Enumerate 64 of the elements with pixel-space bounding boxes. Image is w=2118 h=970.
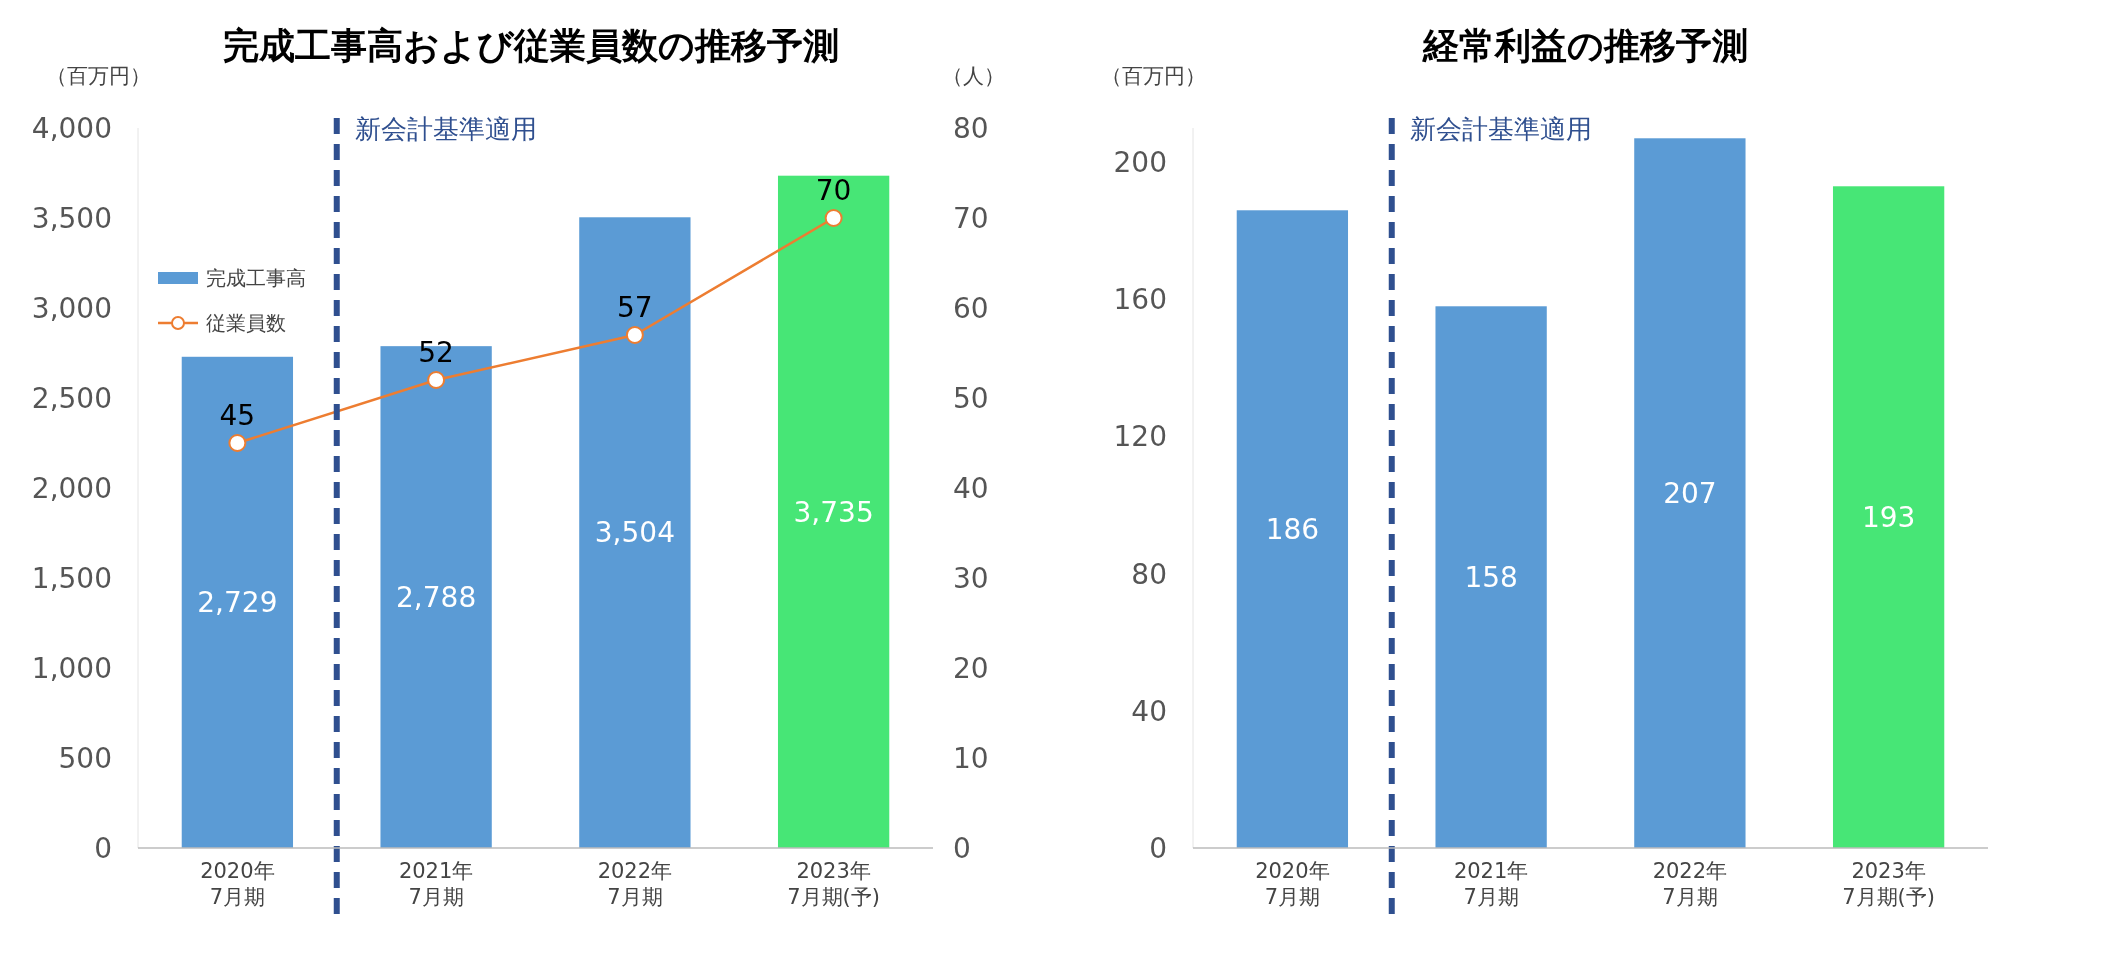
y-tick-label: 2,500 <box>31 381 112 415</box>
y-tick-label: 1,000 <box>31 651 112 685</box>
y2-tick-label: 70 <box>953 201 989 235</box>
point <box>228 434 247 452</box>
bar <box>1634 138 1746 848</box>
x-tick-label: 2020年 7月期 <box>200 859 275 909</box>
data-label: 52 <box>418 336 454 369</box>
y2-tick-label: 0 <box>953 831 971 865</box>
point <box>625 326 644 344</box>
y-tick-label: 160 <box>1113 283 1167 317</box>
y-tick-label: 2,000 <box>31 471 112 505</box>
chart-title: 経常利益の推移予測 <box>1422 25 1748 66</box>
y-tick-label: 0 <box>94 831 112 865</box>
bar <box>579 217 691 848</box>
data-label: 207 <box>1663 476 1717 510</box>
data-label: 70 <box>815 174 852 207</box>
annotation: 新会計基準適用 <box>354 114 537 144</box>
y-tick-label: 3,500 <box>31 201 112 235</box>
y-axis-title: （百万円） <box>1100 64 1206 88</box>
data-label: 2,788 <box>396 580 477 614</box>
y2-axis-title: （人） <box>941 64 1005 88</box>
y-tick-label: 500 <box>58 741 112 775</box>
x-tick-label: 2021年 7月期 <box>1453 859 1529 909</box>
y2-tick-label: 30 <box>953 561 989 595</box>
y-tick-label: 200 <box>1113 146 1167 180</box>
bar <box>181 356 294 848</box>
y-tick-label: 40 <box>1131 694 1167 728</box>
y-tick-label: 1,500 <box>31 561 112 595</box>
y2-tick-label: 40 <box>953 471 989 505</box>
data-label: 2,729 <box>197 586 278 620</box>
point <box>824 209 843 227</box>
point <box>427 371 446 389</box>
x-tick-label: 2021年 7月期 <box>398 859 474 909</box>
x-tick-label: 2022年 7月期 <box>597 859 673 909</box>
bar <box>1236 210 1349 848</box>
data-label: 3,735 <box>793 495 874 529</box>
y2-tick-label: 60 <box>953 291 989 325</box>
chart-title: 完成工事高および従業員数の推移予測 <box>222 25 839 66</box>
y-tick-label: 4,000 <box>31 111 112 145</box>
data-label: 57 <box>617 291 653 324</box>
data-label: 193 <box>1861 500 1916 534</box>
y2-tick-label: 80 <box>953 111 989 145</box>
bar <box>1832 186 1945 848</box>
y2-tick-label: 50 <box>953 381 989 415</box>
y-tick-label: 0 <box>1149 831 1167 865</box>
bar <box>1435 306 1547 848</box>
x-tick-label: 2020年 7月期 <box>1255 859 1330 909</box>
data-label: 45 <box>219 399 256 432</box>
x-tick-label: 2023年 7月期(予) <box>787 859 880 909</box>
legend-label: 従業員数 <box>206 311 286 335</box>
y2-tick-label: 10 <box>953 741 989 775</box>
y-tick-label: 120 <box>1113 420 1167 454</box>
y2-tick-label: 20 <box>953 651 989 685</box>
y-tick-label: 80 <box>1131 557 1167 591</box>
legend-label: 完成工事高 <box>206 266 306 290</box>
y-axis-title: （百万円） <box>45 64 151 88</box>
x-tick-label: 2022年 7月期 <box>1652 859 1728 909</box>
bar <box>777 175 890 848</box>
data-label: 3,504 <box>594 516 675 550</box>
y-tick-label: 3,000 <box>31 291 112 325</box>
data-label: 158 <box>1464 560 1518 594</box>
x-tick-label: 2023年 7月期(予) <box>1842 859 1935 909</box>
data-label: 186 <box>1265 512 1320 546</box>
annotation: 新会計基準適用 <box>1409 114 1592 144</box>
